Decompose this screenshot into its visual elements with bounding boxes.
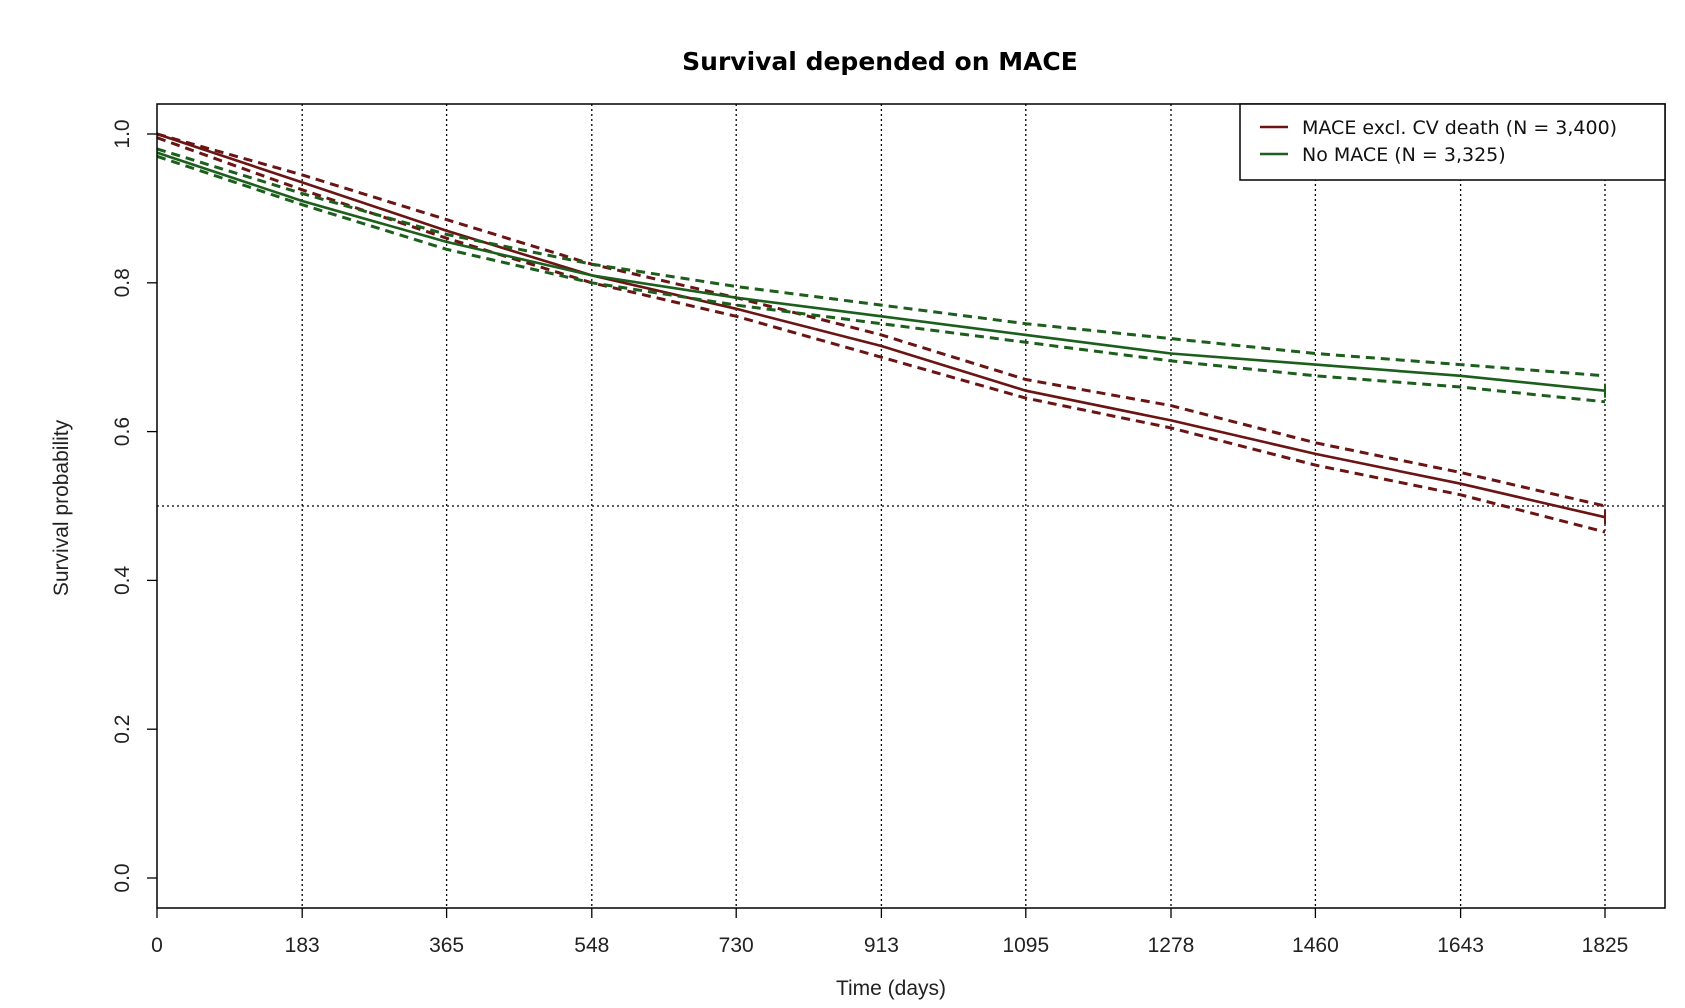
series-line-no-mace — [156, 151, 1606, 392]
y-tick-label-0.6: 0.6 — [111, 417, 134, 446]
y-tick-label-0.0: 0.0 — [111, 863, 134, 892]
x-tick-label-1460: 1460 — [1292, 934, 1339, 957]
legend-box — [1239, 103, 1666, 181]
ci-lower-no-mace — [156, 154, 1606, 404]
x-tick-label-183: 183 — [285, 934, 320, 957]
x-axis-label: Time (days) — [836, 977, 946, 1000]
x-tick-label-548: 548 — [574, 934, 609, 957]
plot-frame — [156, 103, 1666, 909]
y-tick-label-0.4: 0.4 — [111, 565, 134, 595]
x-tick-label-365: 365 — [429, 934, 464, 957]
y-axis-label: Survival probability — [50, 419, 73, 596]
x-tick-label-913: 913 — [864, 934, 899, 957]
y-tick-label-0.2: 0.2 — [111, 715, 134, 744]
legend-label-mace: MACE excl. CV death (N = 3,400) — [1302, 117, 1617, 139]
y-tick-label-0.8: 0.8 — [111, 268, 134, 297]
x-tick-label-1643: 1643 — [1437, 934, 1484, 957]
ci-upper-no-mace — [156, 147, 1606, 378]
x-tick-label-1095: 1095 — [1002, 934, 1049, 957]
x-tick-label-730: 730 — [719, 934, 754, 957]
x-tick-label-1825: 1825 — [1582, 934, 1629, 957]
legend: MACE excl. CV death (N = 3,400) No MACE (… — [1239, 103, 1666, 181]
ci-upper-mace — [156, 132, 1606, 508]
legend-label-no-mace: No MACE (N = 3,325) — [1302, 144, 1506, 166]
x-tick-label-0: 0 — [151, 934, 163, 957]
chart-title: Survival depended on MACE — [682, 47, 1078, 76]
y-tick-label-1.0: 1.0 — [111, 119, 134, 148]
grid-layer — [157, 104, 1665, 908]
series-line-mace — [156, 132, 1606, 519]
y-axis: 0.0 0.2 0.4 0.6 0.8 1.0 — [111, 119, 157, 893]
x-tick-label-1278: 1278 — [1148, 934, 1195, 957]
series-layer — [156, 132, 1606, 534]
x-axis: 0 183 365 548 730 913 1095 1278 1460 1643 1825 — [151, 908, 1628, 957]
ci-lower-mace — [156, 136, 1606, 534]
